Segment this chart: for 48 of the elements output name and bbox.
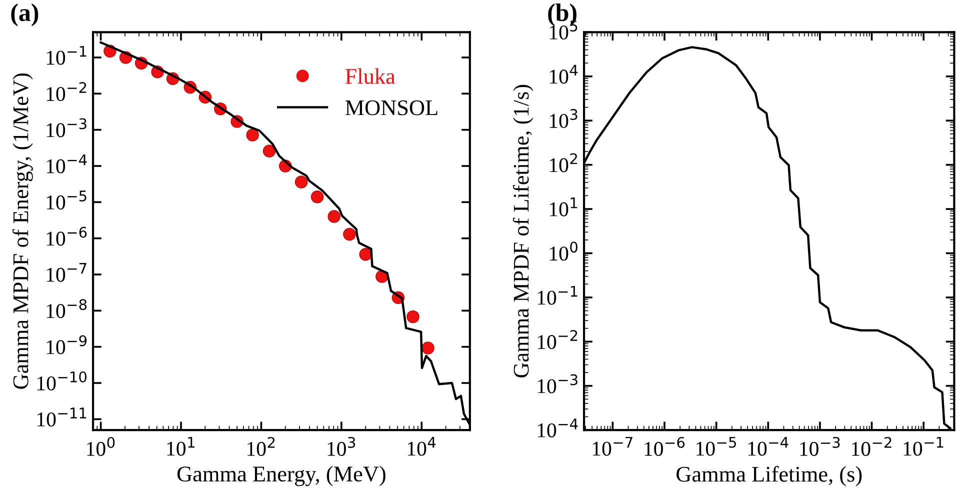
legend-label: Fluka	[345, 68, 396, 84]
x-tick-label: 10$^{4}$	[408, 436, 436, 456]
point	[310, 190, 324, 204]
y-tick-label: 10$^{−3}$	[538, 374, 578, 394]
x-tick-label: 10$^{−6}$	[644, 436, 685, 456]
y-tick-label: 10$^{1}$	[550, 198, 578, 216]
y-axis-title: Gamma MPDF of Lifetime, (1/s)	[512, 84, 534, 378]
y-tick-label: 10$^{−3}$	[46, 118, 86, 138]
point	[246, 128, 259, 142]
y-tick-label: 10$^{−1}$	[46, 46, 86, 65]
x-tick-label: 10$^{−2}$	[852, 436, 892, 456]
point	[262, 144, 276, 158]
point	[328, 210, 340, 223]
y-tick-label: 10$^{0}$	[550, 242, 578, 261]
point	[359, 248, 372, 261]
y-tick-label: 10$^{−4}$	[46, 154, 87, 174]
y-tick-label: 10$^{4}$	[550, 64, 578, 84]
y-tick-label: 10$^{−11}$	[37, 408, 86, 426]
y-tick-label: 10$^{−10}$	[37, 371, 86, 390]
x-tick-label: 10$^{−4}$	[748, 436, 788, 456]
y-tick-label: 10$^{−2}$	[46, 82, 86, 102]
y-tick-label: 10$^{−5}$	[46, 190, 86, 210]
y-tick-label: 10$^{−7}$	[46, 263, 86, 282]
x-tick-label: 10$^{2}$	[248, 436, 275, 456]
y-tick-label: 10$^{2}$	[550, 153, 577, 172]
y-tick-label: 10$^{3}$	[550, 109, 578, 128]
y-tick-label: 10$^{−8}$	[46, 299, 87, 318]
point	[343, 228, 356, 241]
x-tick-label: 10$^{1}$	[167, 436, 194, 456]
y-tick-label: 10$^{−6}$	[46, 226, 87, 246]
y-axis-title: Gamma MPDF of Energy, (1/MeV)	[12, 73, 33, 389]
y-tick-label: 10$^{−9}$	[46, 335, 87, 354]
x-axis-title: Gamma Energy, (MeV)	[177, 466, 386, 486]
x-tick-label: 10$^{0}$	[87, 436, 115, 456]
chart-title: (a)	[11, 4, 38, 26]
x-axis-title: Gamma Lifetime, (s)	[676, 466, 862, 486]
point	[294, 176, 308, 188]
point	[406, 310, 420, 324]
y-tick-label: 10$^{−2}$	[538, 330, 578, 350]
x-tick-label: 10$^{−5}$	[696, 436, 736, 456]
legend-label: MONSOL	[345, 100, 438, 116]
y-tick-label: 10$^{−4}$	[538, 418, 578, 438]
x-tick-label: 10$^{−1}$	[904, 436, 944, 456]
x-tick-label: 10$^{−3}$	[800, 436, 840, 456]
y-tick-label: 10$^{−1}$	[538, 286, 578, 305]
x-tick-label: 10$^{−7}$	[592, 436, 632, 456]
point	[422, 342, 434, 354]
x-tick-label: 10$^{3}$	[328, 436, 356, 456]
